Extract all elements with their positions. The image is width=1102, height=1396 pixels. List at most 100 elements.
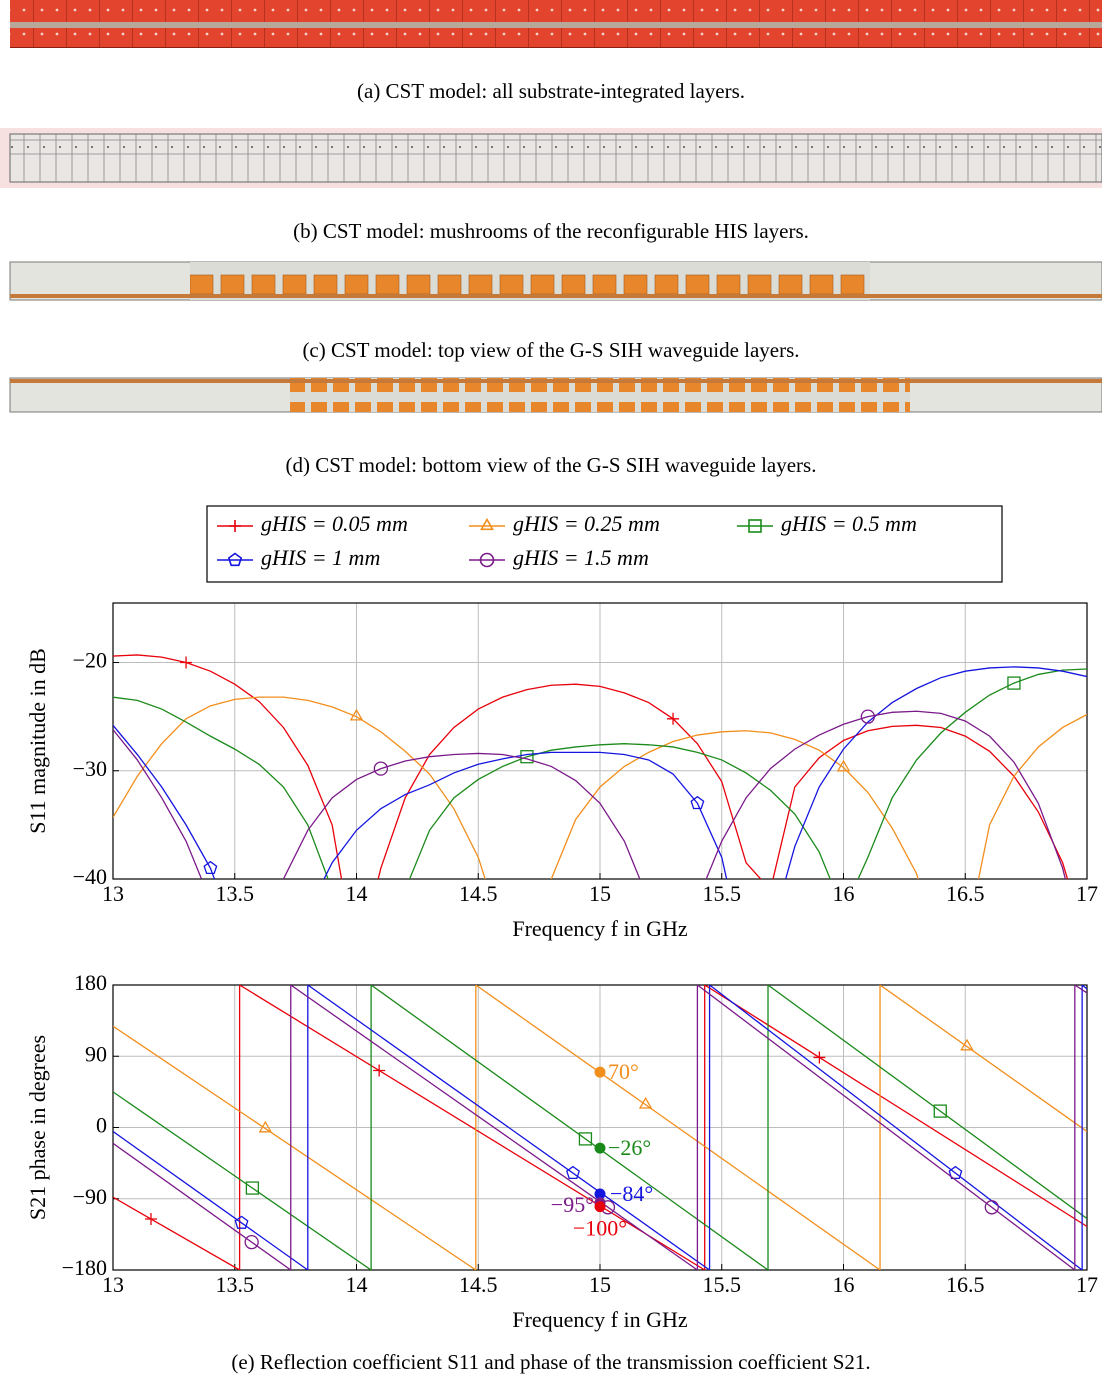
- model-a: [10, 0, 1102, 48]
- line-marker: [948, 1165, 963, 1180]
- line-marker: [566, 1165, 580, 1180]
- line-marker: [349, 708, 364, 721]
- line-marker: [479, 552, 495, 568]
- line-marker: [373, 761, 389, 776]
- line-marker: [748, 519, 762, 533]
- series-line: [113, 985, 1087, 1270]
- model-b: [0, 128, 1102, 188]
- y-tick-label: −40: [73, 864, 107, 889]
- annotation-dot: [594, 1188, 606, 1200]
- model-d-edge: [10, 379, 1102, 383]
- legend-label: gHIS = 1 mm: [261, 545, 380, 570]
- series-line: [113, 985, 1087, 1270]
- line-marker: [1007, 676, 1021, 690]
- x-tick-label: 17: [1076, 1272, 1098, 1297]
- annotation-dot: [594, 1142, 606, 1154]
- x-axis-label: Frequency f in GHz: [512, 916, 688, 941]
- y-tick-label: 0: [96, 1113, 107, 1138]
- x-tick-label: 15.5: [703, 881, 742, 906]
- caption: (e) Reflection coefficient S11 and phase…: [231, 1350, 870, 1374]
- plot-area: [113, 654, 1087, 879]
- model-c-patches: [190, 262, 870, 300]
- legend-label: gHIS = 0.25 mm: [513, 511, 660, 536]
- model-b-body: [9, 133, 1102, 183]
- annotation-label: −100°: [573, 1216, 627, 1241]
- line-marker: [836, 759, 851, 772]
- model-a-gap: [10, 22, 1102, 28]
- legend-label: gHIS = 0.05 mm: [261, 511, 408, 536]
- model-d: [9, 377, 1102, 413]
- line-marker: [373, 1064, 386, 1077]
- model-c-edge: [10, 294, 1102, 298]
- line-marker: [244, 1234, 259, 1250]
- legend-label: gHIS = 0.5 mm: [781, 511, 917, 536]
- annotation-label: 70°: [608, 1059, 639, 1084]
- caption: (c) CST model: top view of the G-S SIH w…: [302, 338, 799, 362]
- x-tick-label: 13: [102, 881, 124, 906]
- plot-area: [113, 985, 1087, 1270]
- line-marker: [984, 1200, 999, 1215]
- x-tick-label: 14: [346, 881, 368, 906]
- x-tick-label: 14: [346, 1272, 368, 1297]
- y-tick-label: 180: [74, 970, 107, 995]
- x-tick-label: 14.5: [459, 1272, 498, 1297]
- plot-frame: [112, 984, 1088, 1271]
- line-marker: [520, 750, 534, 764]
- line-marker: [578, 1132, 593, 1146]
- x-axis-label: Frequency f in GHz: [512, 1307, 688, 1332]
- line-marker: [638, 1096, 653, 1109]
- line-marker: [203, 860, 218, 875]
- x-tick-label: 13: [102, 1272, 124, 1297]
- x-tick-label: 13.5: [216, 1272, 255, 1297]
- y-axis-label: S11 magnitude in dB: [25, 648, 50, 834]
- line-marker: [227, 552, 243, 567]
- annotation-label: −84°: [610, 1181, 653, 1206]
- x-tick-label: 14.5: [459, 881, 498, 906]
- legend-label: gHIS = 1.5 mm: [513, 545, 649, 570]
- y-tick-label: −90: [73, 1184, 107, 1209]
- x-tick-label: 16.5: [946, 1272, 985, 1297]
- y-tick-label: −180: [62, 1255, 107, 1280]
- y-tick-label: −20: [73, 648, 107, 673]
- x-tick-label: 17: [1076, 881, 1098, 906]
- caption: (d) CST model: bottom view of the G-S SI…: [286, 453, 817, 477]
- series-line: [113, 710, 1067, 879]
- series-line: [113, 985, 1087, 1270]
- y-axis-label: S21 phase in degrees: [25, 1035, 50, 1220]
- x-tick-label: 13.5: [216, 881, 255, 906]
- line-marker: [234, 1215, 249, 1229]
- line-marker: [860, 709, 875, 724]
- series-line: [113, 668, 1087, 879]
- line-marker: [180, 656, 193, 669]
- x-tick-label: 15: [589, 881, 611, 906]
- x-tick-label: 15.5: [703, 1272, 742, 1297]
- series-line: [113, 666, 1087, 879]
- caption: (b) CST model: mushrooms of the reconfig…: [293, 219, 809, 243]
- model-d-patches: [290, 378, 910, 412]
- legend-box: [206, 505, 1003, 583]
- annotation-dot: [594, 1201, 606, 1213]
- annotation-dot: [594, 1066, 606, 1078]
- line-marker: [144, 1213, 157, 1226]
- x-tick-label: 16.5: [946, 881, 985, 906]
- line-marker: [933, 1104, 947, 1118]
- y-tick-label: −30: [73, 756, 107, 781]
- line-marker: [258, 1120, 273, 1133]
- model-c: [9, 261, 1102, 301]
- line-marker: [690, 795, 705, 810]
- caption: (a) CST model: all substrate-integrated …: [357, 79, 745, 103]
- series-line: [113, 654, 1069, 879]
- line-marker: [667, 712, 680, 725]
- annotation-label: −95°: [551, 1192, 594, 1217]
- x-tick-label: 16: [833, 1272, 855, 1297]
- series-line: [113, 985, 1087, 1270]
- series-line: [113, 696, 1087, 879]
- line-marker: [480, 517, 494, 531]
- line-marker: [245, 1181, 260, 1195]
- line-marker: [229, 520, 241, 532]
- line-marker: [813, 1051, 826, 1064]
- line-marker: [960, 1038, 974, 1051]
- x-tick-label: 16: [833, 881, 855, 906]
- y-tick-label: 90: [85, 1041, 107, 1066]
